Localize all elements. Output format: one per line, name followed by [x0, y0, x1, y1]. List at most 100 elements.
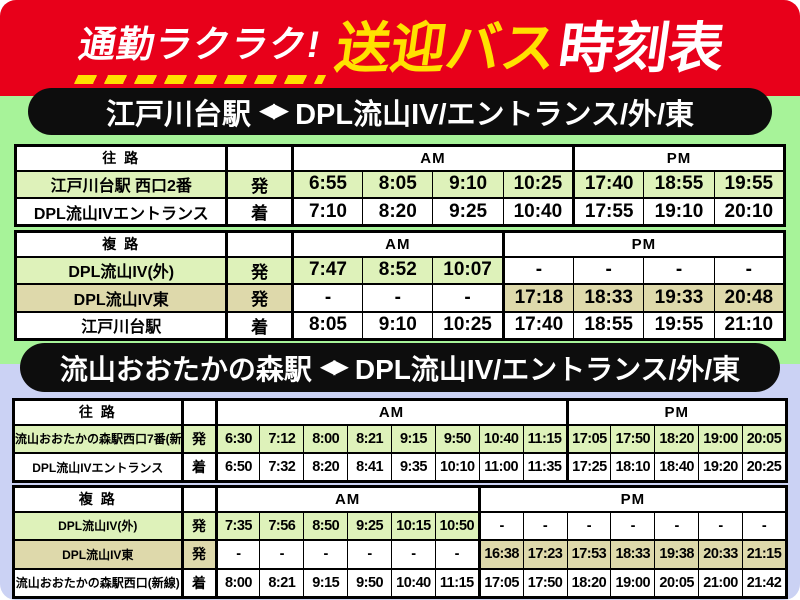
- time-cell: 18:10: [610, 452, 656, 483]
- title-catchphrase: 通勤ラクラク!: [75, 24, 325, 65]
- no-service-cell: -: [391, 539, 436, 570]
- time-cell: 6:30: [214, 423, 261, 454]
- station-cell: DPL流山IV(外): [14, 255, 228, 285]
- time-cell: 9:15: [303, 567, 349, 598]
- route-bar-station: 江戸川台駅: [105, 98, 251, 131]
- station-cell: 流山おおたかの森駅西口(新線): [13, 567, 183, 598]
- depart-arrive-header: [180, 486, 217, 513]
- dashed-underline: [74, 75, 327, 84]
- time-cell: 7:35: [214, 510, 261, 541]
- depart-arrive-cell: 着: [225, 197, 293, 227]
- time-cell: 19:00: [698, 423, 744, 454]
- station-cell: 江戸川台駅 西口2番: [14, 169, 228, 199]
- table-row: 江戸川台駅 西口2番発 6:55 8:05 9:10 10:25 17:40 18:55 19…: [14, 169, 786, 199]
- time-cell: 10:40: [391, 567, 436, 598]
- time-cell: 7:56: [259, 510, 305, 541]
- time-cell: 6:50: [214, 452, 261, 483]
- time-cell: 17:50: [522, 567, 568, 598]
- table-row: DPL流山IV(外) 発 7:35 7:56 8:50 9:25 10:15 10:50- - -…: [13, 510, 787, 541]
- time-cell: 19:00: [610, 567, 656, 598]
- time-cell: 10:25: [432, 310, 504, 340]
- table-row: DPL流山IV東発 - - - - - -16:38 17:23 17:53 18:33 19:38…: [13, 539, 787, 570]
- direction-header: 往 路: [14, 145, 228, 172]
- time-cell: 17:50: [610, 423, 656, 454]
- time-cell: 8:20: [362, 197, 434, 227]
- time-cell: 16:38: [477, 539, 524, 570]
- time-cell: 10:40: [478, 423, 524, 454]
- time-cell: 10:40: [502, 197, 575, 227]
- route-bar-edogawadai: 江戸川台駅 ◀▶ DPL流山IV/エントランス/外/東: [28, 88, 772, 135]
- pm-header: PM: [572, 145, 785, 172]
- no-service-cell: -: [566, 510, 612, 541]
- time-cell: 8:05: [290, 310, 364, 340]
- time-cell: 17:40: [501, 310, 575, 340]
- pm-header: PM: [565, 399, 788, 426]
- no-service-cell: -: [290, 283, 364, 313]
- title-catchphrase-block: 通勤ラクラク!: [74, 14, 327, 84]
- route-bar-otakanomori: 流山おおたかの森駅 ◀▶ DPL流山IV/エントランス/外/東: [20, 343, 780, 392]
- pm-header: PM: [501, 231, 786, 258]
- time-cell: 9:10: [432, 169, 504, 199]
- time-cell: 19:38: [654, 539, 700, 570]
- depart-arrive-header: [225, 231, 293, 258]
- table-row: DPL流山IVエントランス着 7:10 8:20 9:25 10:40 17:55 19:1…: [14, 197, 786, 227]
- depart-arrive-cell: 着: [180, 452, 217, 483]
- am-header: AM: [214, 486, 480, 513]
- time-cell: 17:05: [565, 423, 612, 454]
- time-cell: 18:40: [654, 452, 700, 483]
- route-bar-destination: DPL流山IV/エントランス/外/東: [354, 353, 741, 385]
- no-service-cell: -: [432, 283, 504, 313]
- title-highlight: 送迎バス: [332, 16, 561, 79]
- table-row: DPL流山IVエントランス着 6:50 7:32 8:20 8:41 9:35 10:10 1…: [13, 452, 787, 483]
- time-cell: 8:52: [362, 255, 434, 285]
- time-cell: 17:40: [572, 169, 645, 199]
- time-cell: 17:25: [565, 452, 612, 483]
- no-service-cell: -: [573, 255, 645, 285]
- no-service-cell: -: [362, 283, 434, 313]
- no-service-cell: -: [477, 510, 524, 541]
- depart-arrive-header: [225, 145, 293, 172]
- time-cell: 8:00: [214, 567, 261, 598]
- direction-header: 複 路: [14, 231, 228, 258]
- time-cell: 11:15: [522, 423, 568, 454]
- station-cell: 江戸川台駅: [14, 310, 228, 340]
- depart-arrive-cell: 発: [180, 423, 217, 454]
- time-cell: 17:05: [477, 567, 524, 598]
- no-service-cell: -: [654, 510, 700, 541]
- time-cell: 19:10: [643, 197, 715, 227]
- time-cell: 20:05: [742, 423, 787, 454]
- station-cell: DPL流山IV東: [14, 283, 228, 313]
- time-cell: 8:50: [303, 510, 349, 541]
- title-rest: 時刻表: [554, 16, 728, 79]
- depart-arrive-cell: 着: [180, 567, 217, 598]
- direction-header: 複 路: [13, 486, 183, 513]
- no-service-cell: -: [259, 539, 305, 570]
- time-cell: 18:33: [573, 283, 645, 313]
- am-header: AM: [290, 231, 504, 258]
- poster-title: 通勤ラクラク! 送迎バス 時刻表: [0, 0, 800, 96]
- am-header: AM: [290, 145, 575, 172]
- time-cell: 7:10: [290, 197, 364, 227]
- time-cell: 6:55: [290, 169, 364, 199]
- station-cell: 流山おおたかの森駅西口7番(新線): [13, 423, 183, 454]
- time-cell: 7:32: [259, 452, 305, 483]
- time-cell: 8:21: [347, 423, 393, 454]
- table-row: 江戸川台駅着 8:05 9:10 10:25 17:40 18:55 19:55 21:10: [14, 310, 786, 340]
- time-cell: 19:55: [713, 169, 786, 199]
- time-cell: 10:10: [434, 452, 480, 483]
- time-cell: 18:33: [610, 539, 656, 570]
- time-cell: 7:12: [259, 423, 305, 454]
- no-service-cell: -: [713, 255, 786, 285]
- no-service-cell: -: [501, 255, 575, 285]
- time-cell: 8:05: [362, 169, 434, 199]
- no-service-cell: -: [643, 255, 715, 285]
- time-cell: 8:21: [259, 567, 305, 598]
- no-service-cell: -: [522, 510, 568, 541]
- station-cell: DPL流山IVエントランス: [13, 452, 183, 483]
- time-cell: 10:07: [432, 255, 504, 285]
- time-cell: 8:41: [347, 452, 393, 483]
- time-cell: 18:20: [566, 567, 612, 598]
- table-row: DPL流山IV東発 - - -17:18 18:33 19:33 20:48: [14, 283, 786, 313]
- timetable-otakanomori-return: 複 路 AM PM DPL流山IV(外) 発 7:35 7:56 8:50 9:25 10:15 1…: [12, 485, 788, 599]
- no-service-cell: -: [698, 510, 744, 541]
